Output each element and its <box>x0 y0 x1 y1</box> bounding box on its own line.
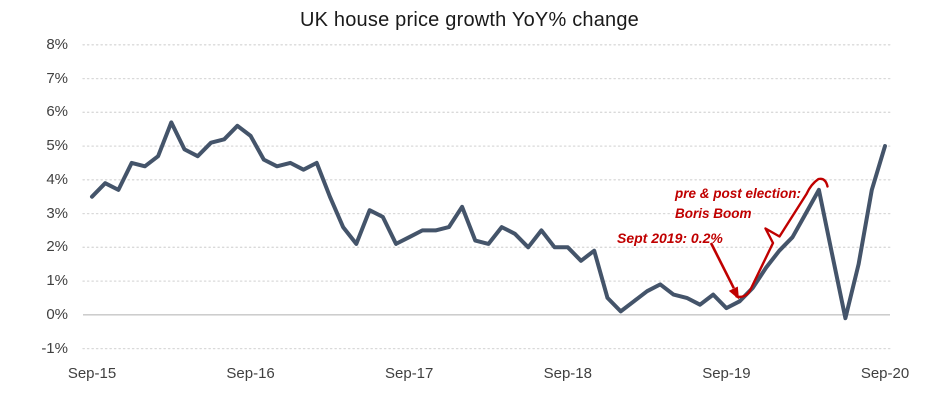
y-tick-label: 1% <box>46 272 68 290</box>
y-tick-label: -1% <box>41 339 68 357</box>
annotation-graphics <box>709 177 829 300</box>
series-line-uk-house-price-growth <box>90 120 887 321</box>
y-tick-label: 0% <box>46 305 68 323</box>
x-tick-label: Sep-18 <box>543 365 592 382</box>
x-tick-label: Sep-20 <box>860 365 910 382</box>
y-tick-label: 3% <box>46 204 68 222</box>
y-tick-label: 6% <box>46 103 68 121</box>
annotation-sept-2019-text: Sept 2019: 0.2% <box>617 230 723 246</box>
gridlines <box>82 44 891 350</box>
annotation-arrow-shaft <box>709 242 735 289</box>
y-tick-label: 4% <box>46 170 68 188</box>
x-tick-label: Sep-19 <box>702 365 751 382</box>
annotation-election-text-line2: Boris Boom <box>675 206 752 221</box>
y-tick-label: 2% <box>46 238 68 256</box>
x-tick-label: Sep-17 <box>385 365 434 382</box>
chart-title: UK house price growth YoY% change <box>299 9 640 31</box>
x-tick-label: Sep-16 <box>226 365 275 382</box>
annotation-election-text-line1: pre & post election: <box>675 186 802 201</box>
y-tick-label: 8% <box>46 35 68 53</box>
annotation-curly-brace <box>735 177 829 299</box>
y-tick-label: 5% <box>46 137 68 155</box>
x-tick-label: Sep-15 <box>67 365 117 382</box>
y-tick-label: 7% <box>46 69 68 87</box>
